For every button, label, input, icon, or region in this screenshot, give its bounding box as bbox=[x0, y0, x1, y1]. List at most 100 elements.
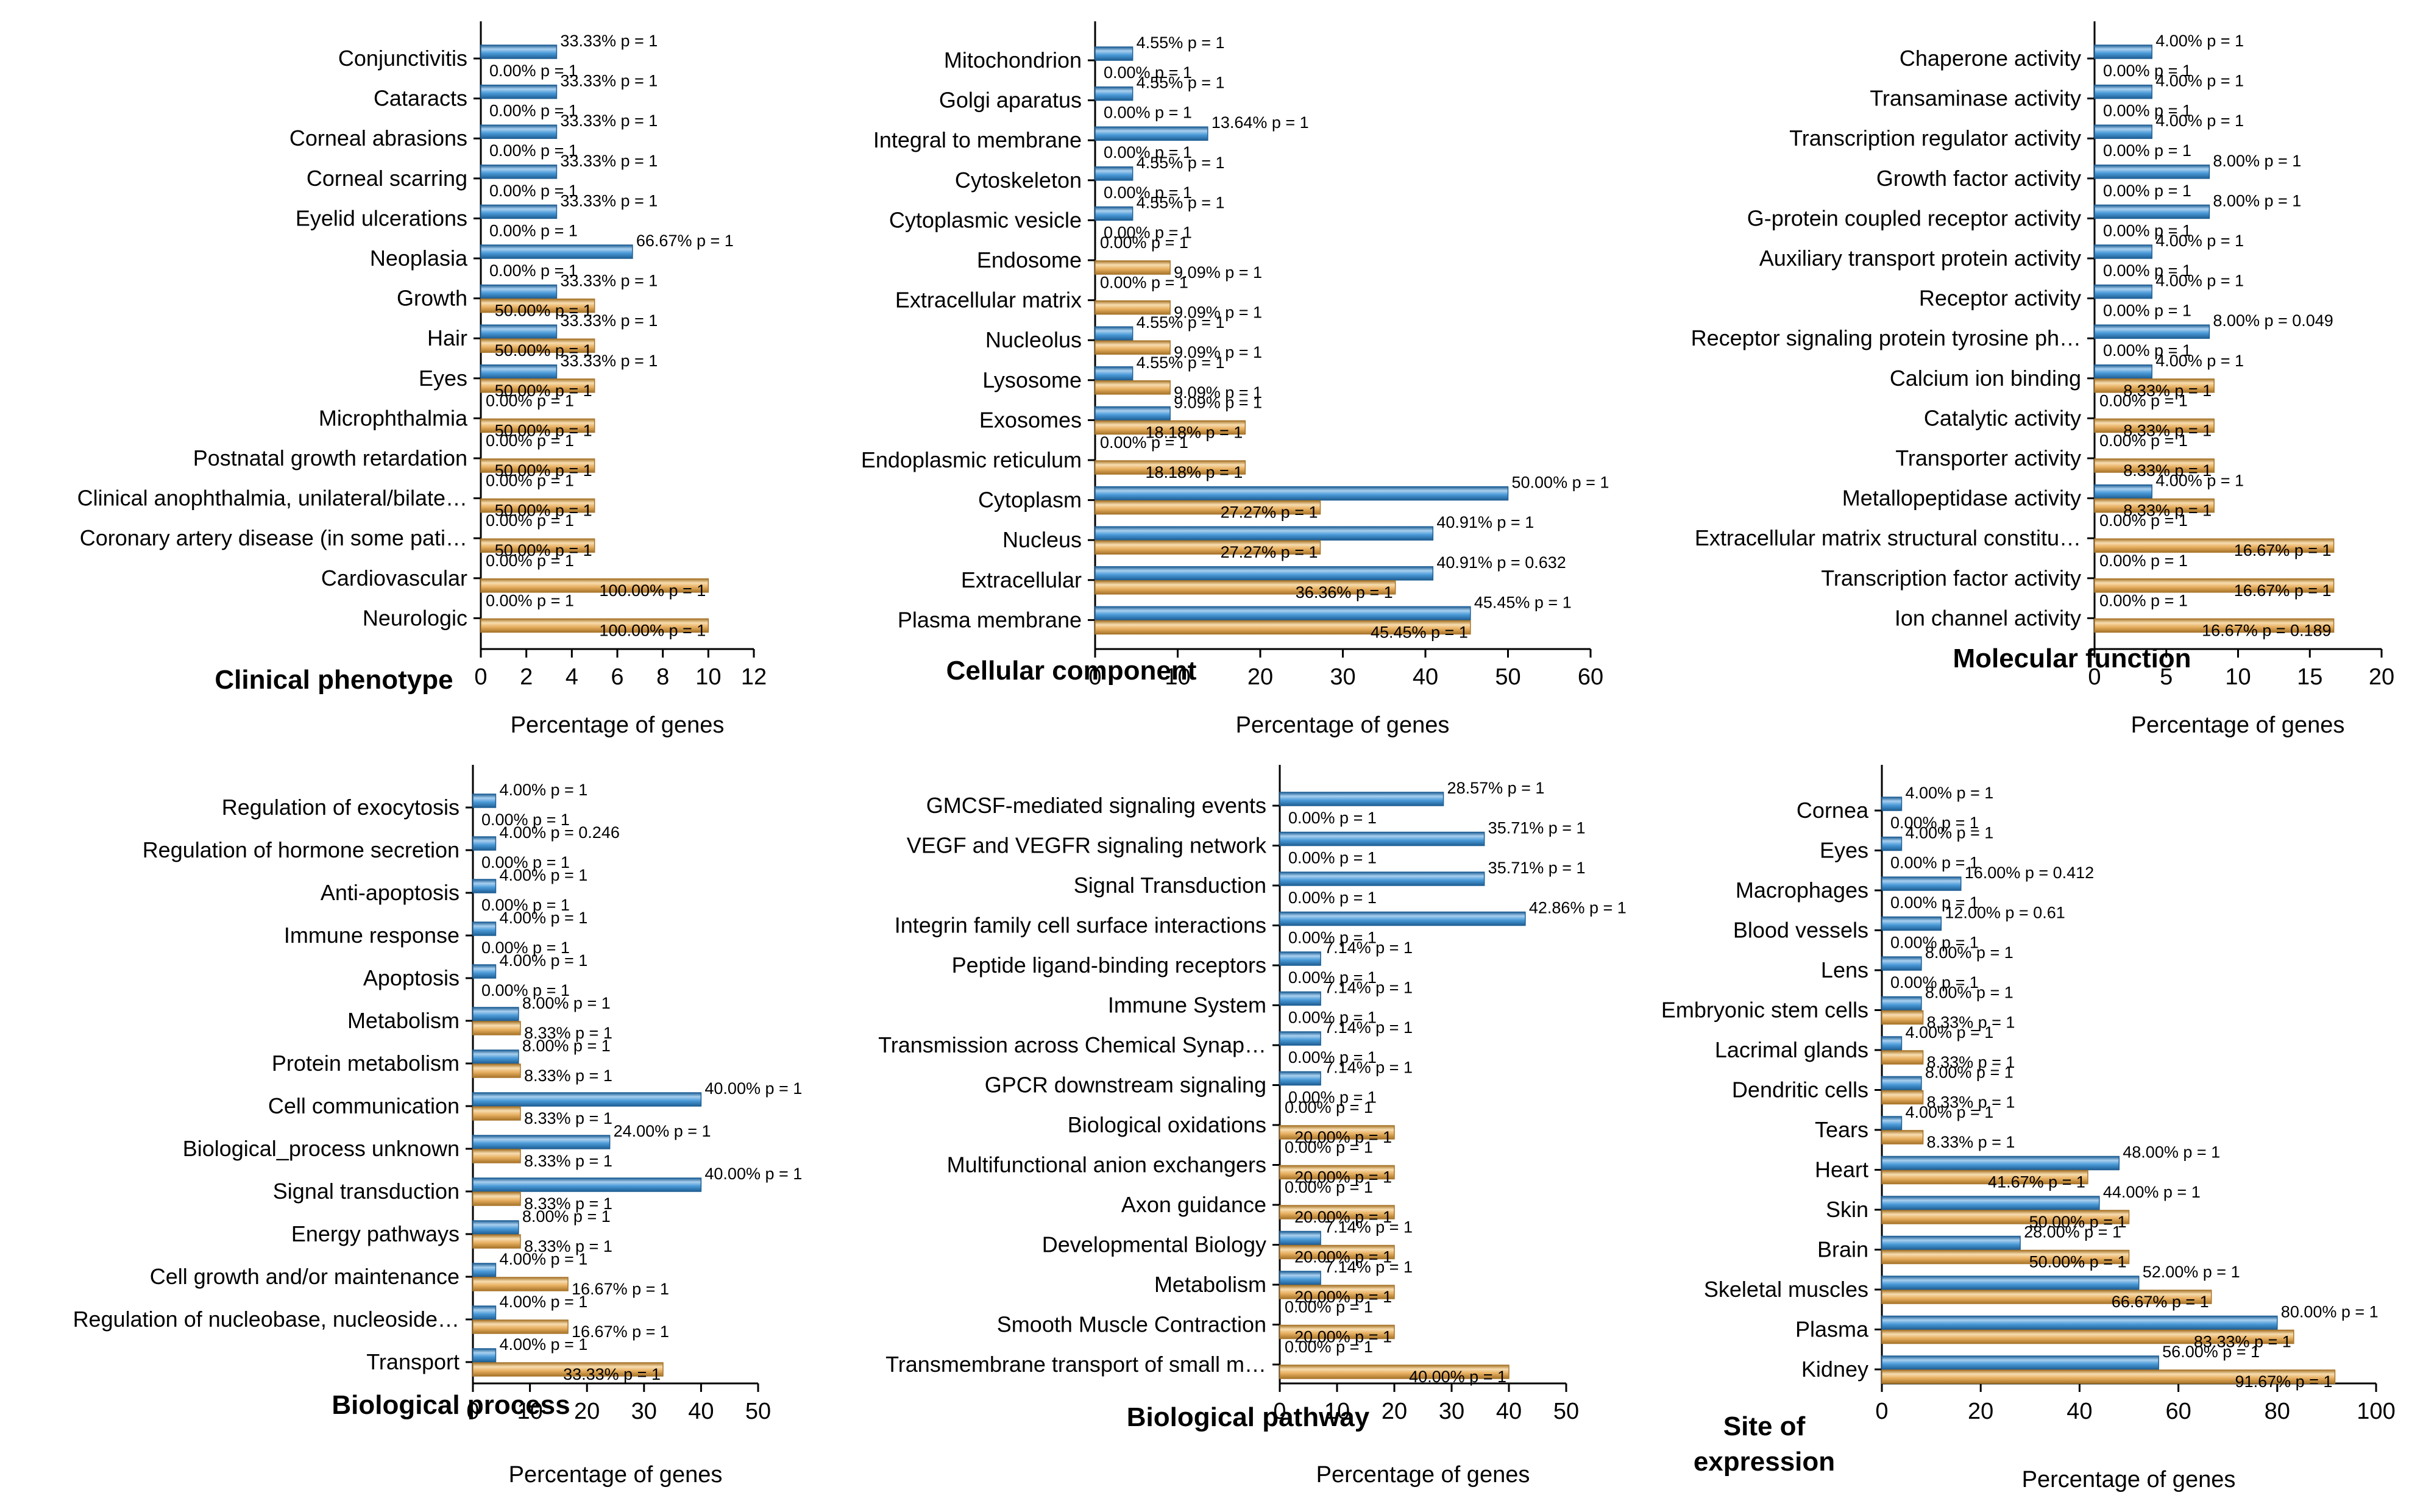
bar-series-1 bbox=[1279, 1230, 1321, 1246]
bar-series-1 bbox=[472, 1305, 497, 1320]
category-label: Developmental Biology bbox=[1042, 1232, 1266, 1257]
data-label: 20.00% p = 1 bbox=[1294, 1168, 1392, 1187]
category-label: G-protein coupled receptor activity bbox=[1747, 205, 2081, 230]
bar-series-1 bbox=[2094, 124, 2152, 139]
data-label: 4.55% p = 1 bbox=[1137, 313, 1225, 332]
x-tick-label: 60 bbox=[1578, 664, 1603, 690]
x-tick-label: 40 bbox=[1413, 664, 1438, 690]
category-label: Cytoplasm bbox=[978, 488, 1082, 513]
chart-6: 0 20 40 60 80 100 Percentage of genes Site of ex… bbox=[1661, 765, 2396, 1492]
bar-series-2 bbox=[2094, 498, 2215, 513]
category-label: Postnatal growth retardation bbox=[193, 445, 467, 470]
category-label: Endoplasmic reticulum bbox=[861, 447, 1082, 472]
data-label: 0.00% p = 1 bbox=[2103, 261, 2191, 280]
x-tick-label: 20 bbox=[1968, 1399, 1993, 1424]
bar-series-1 bbox=[472, 1263, 497, 1277]
data-label: 0.00% p = 1 bbox=[1104, 63, 1192, 82]
bar-series-1 bbox=[1279, 1271, 1321, 1285]
data-label: 33.33% p = 1 bbox=[560, 152, 658, 170]
data-label: 16.67% p = 1 bbox=[572, 1322, 669, 1341]
data-label: 16.67% p = 1 bbox=[2234, 541, 2332, 559]
category-label: Endosome bbox=[977, 247, 1082, 272]
data-label: 41.67% p = 1 bbox=[1988, 1173, 2085, 1191]
data-label: 0.00% p = 1 bbox=[2103, 302, 2191, 320]
category-label: Catalytic activity bbox=[1924, 405, 2081, 430]
data-label: 50.00% p = 1 bbox=[1512, 474, 1609, 492]
x-tick-label: 30 bbox=[631, 1399, 657, 1424]
data-label: 0.00% p = 1 bbox=[1288, 1009, 1377, 1027]
category-label: Axon guidance bbox=[1121, 1192, 1266, 1217]
data-label: 8.33% p = 1 bbox=[1927, 1013, 2015, 1032]
chart-title: Biological process bbox=[332, 1390, 570, 1420]
data-label: 4.00% p = 1 bbox=[499, 1250, 587, 1268]
category-label: Extracellular matrix structural constitu… bbox=[1695, 525, 2081, 550]
category-label: Plasma bbox=[1795, 1317, 1869, 1342]
data-label: 0.00% p = 1 bbox=[481, 939, 570, 957]
x-tick-label: 4 bbox=[566, 664, 578, 690]
category-label: Corneal scarring bbox=[307, 166, 467, 191]
chart-title: Site of bbox=[1723, 1411, 1806, 1441]
chart-2: 0 10 20 30 40 50 60 Percentage of genes Cellular… bbox=[861, 21, 1609, 738]
data-label: 0.00% p = 1 bbox=[486, 511, 574, 530]
category-label: Biological_process unknown bbox=[183, 1136, 459, 1161]
data-label: 0.00% p = 1 bbox=[1890, 934, 1979, 952]
category-label: Regulation of exocytosis bbox=[222, 795, 459, 820]
x-tick-label: 0 bbox=[1088, 664, 1101, 690]
data-label: 20.00% p = 1 bbox=[1294, 1248, 1392, 1266]
x-tick-label: 20 bbox=[574, 1399, 600, 1424]
category-label: Hair bbox=[427, 325, 467, 350]
bar-series-1 bbox=[1095, 606, 1471, 621]
data-label: 0.00% p = 1 bbox=[1890, 854, 1979, 872]
category-label: Regulation of nucleobase, nucleoside… bbox=[73, 1307, 459, 1332]
data-label: 8.33% p = 1 bbox=[524, 1237, 612, 1255]
bar-series-1 bbox=[1095, 126, 1208, 141]
data-label: 4.00% p = 1 bbox=[2155, 352, 2244, 370]
bar-series-1 bbox=[1881, 1315, 2278, 1330]
bar-series-2 bbox=[1095, 620, 1471, 635]
data-label: 0.00% p = 1 bbox=[489, 62, 578, 80]
data-label: 16.67% p = 0.189 bbox=[2202, 621, 2331, 639]
bar-series-1 bbox=[1095, 366, 1134, 381]
bar-series-2 bbox=[480, 618, 709, 633]
bar-series-2 bbox=[480, 298, 595, 313]
data-label: 35.71% p = 1 bbox=[1488, 859, 1586, 877]
x-tick-label: 40 bbox=[2067, 1399, 2092, 1424]
data-label: 4.00% p = 1 bbox=[1905, 1023, 1993, 1042]
category-label: Receptor activity bbox=[1919, 286, 2081, 311]
x-tick-label: 10 bbox=[2225, 664, 2251, 690]
bar-series-1 bbox=[2094, 364, 2152, 379]
category-label: Receptor signaling protein tyrosine ph… bbox=[1691, 325, 2081, 350]
data-label: 4.00% p = 1 bbox=[2155, 232, 2244, 250]
data-label: 4.00% p = 1 bbox=[2155, 272, 2244, 290]
bar-series-2 bbox=[1095, 260, 1171, 275]
category-label: Nucleolus bbox=[985, 327, 1082, 352]
data-label: 80.00% p = 1 bbox=[2281, 1303, 2379, 1321]
bar-series-1 bbox=[472, 1007, 519, 1021]
data-label: 42.86% p = 1 bbox=[1529, 899, 1627, 917]
category-label: Growth bbox=[397, 286, 467, 311]
data-label: 4.00% p = 1 bbox=[1905, 824, 1993, 842]
category-label: Transmission across Chemical Synap… bbox=[878, 1032, 1266, 1057]
data-label: 12.00% p = 0.61 bbox=[1945, 904, 2065, 922]
bar-series-1 bbox=[1279, 991, 1321, 1006]
data-label: 16.67% p = 1 bbox=[572, 1280, 669, 1298]
category-label: Cornea bbox=[1797, 798, 1869, 823]
x-tick-label: 0 bbox=[1875, 1399, 1888, 1424]
data-label: 50.00% p = 1 bbox=[495, 502, 592, 520]
data-label: 0.00% p = 1 bbox=[489, 261, 578, 280]
category-label: Lacrimal glands bbox=[1715, 1037, 1868, 1062]
bar-series-2 bbox=[1279, 1205, 1395, 1219]
bar-series-1 bbox=[1095, 326, 1134, 341]
data-label: 50.00% p = 1 bbox=[495, 541, 592, 559]
data-label: 8.00% p = 1 bbox=[522, 994, 611, 1012]
category-label: Metabolism bbox=[347, 1008, 459, 1033]
data-label: 0.00% p = 1 bbox=[481, 981, 570, 999]
chart-title: Clinical phenotype bbox=[215, 665, 453, 695]
category-label: Plasma membrane bbox=[898, 607, 1082, 632]
chart-1: 0 2 4 6 8 10 12 Percentage of genes Clinical phe… bbox=[77, 21, 767, 738]
bar-series-1 bbox=[472, 879, 497, 893]
bar-series-1 bbox=[1279, 1031, 1321, 1046]
category-label: Biological oxidations bbox=[1068, 1112, 1266, 1137]
bar-series-1 bbox=[2094, 44, 2152, 59]
data-label: 27.27% p = 1 bbox=[1221, 503, 1318, 522]
